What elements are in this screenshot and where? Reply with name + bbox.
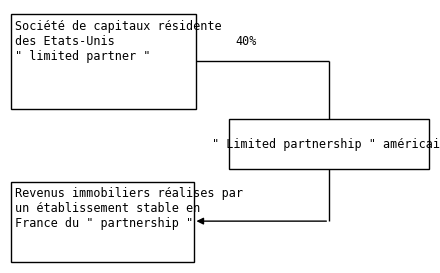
Bar [11, 14, 196, 109]
Bar [229, 119, 429, 169]
Text: Société de capitaux résidente
des Etats-Unis
" limited partner ": Société de capitaux résidente des Etats-… [15, 20, 222, 64]
Text: " Limited partnership " américain: " Limited partnership " américain [212, 138, 440, 151]
Text: 40%: 40% [235, 35, 257, 48]
Bar [11, 182, 194, 262]
Text: Revenus immobiliers réalises par
un établissement stable en
France du " partners: Revenus immobiliers réalises par un étab… [15, 187, 243, 230]
